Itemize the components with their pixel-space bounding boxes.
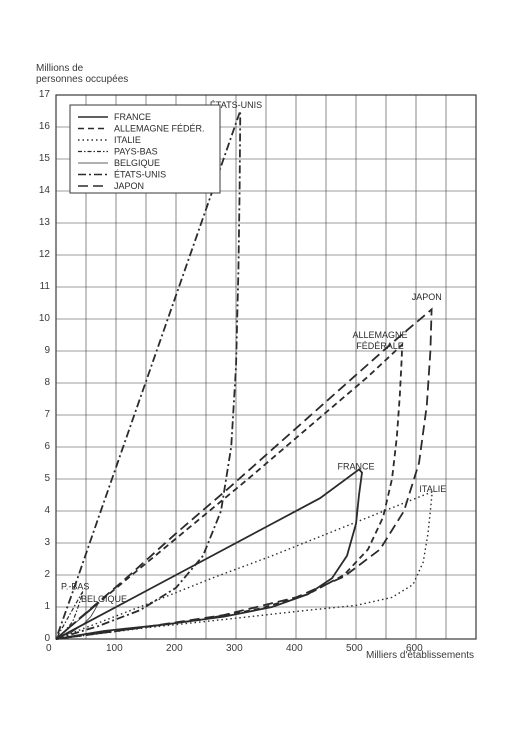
series-label: JAPON (412, 292, 442, 302)
legend-label: FRANCE (114, 112, 151, 122)
y-tick-label: 14 (26, 185, 50, 196)
series-label: ITALIE (419, 484, 446, 494)
series-label: FÉDÉRALE (356, 341, 404, 351)
series-label: FRANCE (337, 461, 374, 471)
series-label: BELGIQUE (81, 594, 127, 604)
x-tick-label: 600 (406, 643, 423, 654)
y-tick-label: 6 (26, 441, 50, 452)
y-tick-label: 12 (26, 249, 50, 260)
x-tick-label: 400 (286, 643, 303, 654)
legend-label: ALLEMAGNE FÉDÉR. (114, 124, 205, 134)
y-tick-label: 9 (26, 345, 50, 356)
y-axis-title-line2: personnes occupées (36, 74, 128, 85)
chart-canvas: FRANCEALLEMAGNEFÉDÉRALEITALIEP.-BASBELGI… (0, 0, 528, 734)
legend-label: JAPON (114, 181, 144, 191)
y-tick-label: 16 (26, 121, 50, 132)
x-tick-label: 200 (166, 643, 183, 654)
x-tick-label: 300 (226, 643, 243, 654)
y-tick-label: 3 (26, 537, 50, 548)
y-tick-label: 5 (26, 473, 50, 484)
y-axis-title-line1: Millions de (36, 63, 83, 74)
legend-label: BELGIQUE (114, 158, 160, 168)
y-tick-label: 4 (26, 505, 50, 516)
y-axis-title: Millions de personnes occupées (36, 63, 128, 85)
y-tick-label: 13 (26, 217, 50, 228)
y-tick-label: 17 (26, 89, 50, 100)
y-tick-label: 2 (26, 569, 50, 580)
legend-label: ÉTATS-UNIS (114, 170, 166, 180)
y-tick-label: 10 (26, 313, 50, 324)
y-tick-label: 8 (26, 377, 50, 388)
y-tick-label: 7 (26, 409, 50, 420)
series-label: ALLEMAGNE (352, 330, 407, 340)
x-tick-label: 100 (106, 643, 123, 654)
y-tick-label: 11 (26, 281, 50, 292)
legend-label: ITALIE (114, 135, 141, 145)
x-tick-label: 500 (346, 643, 363, 654)
x-tick-label: 0 (46, 643, 52, 654)
legend-label: PAYS-BAS (114, 147, 158, 157)
y-tick-label: 15 (26, 153, 50, 164)
y-tick-label: 1 (26, 601, 50, 612)
